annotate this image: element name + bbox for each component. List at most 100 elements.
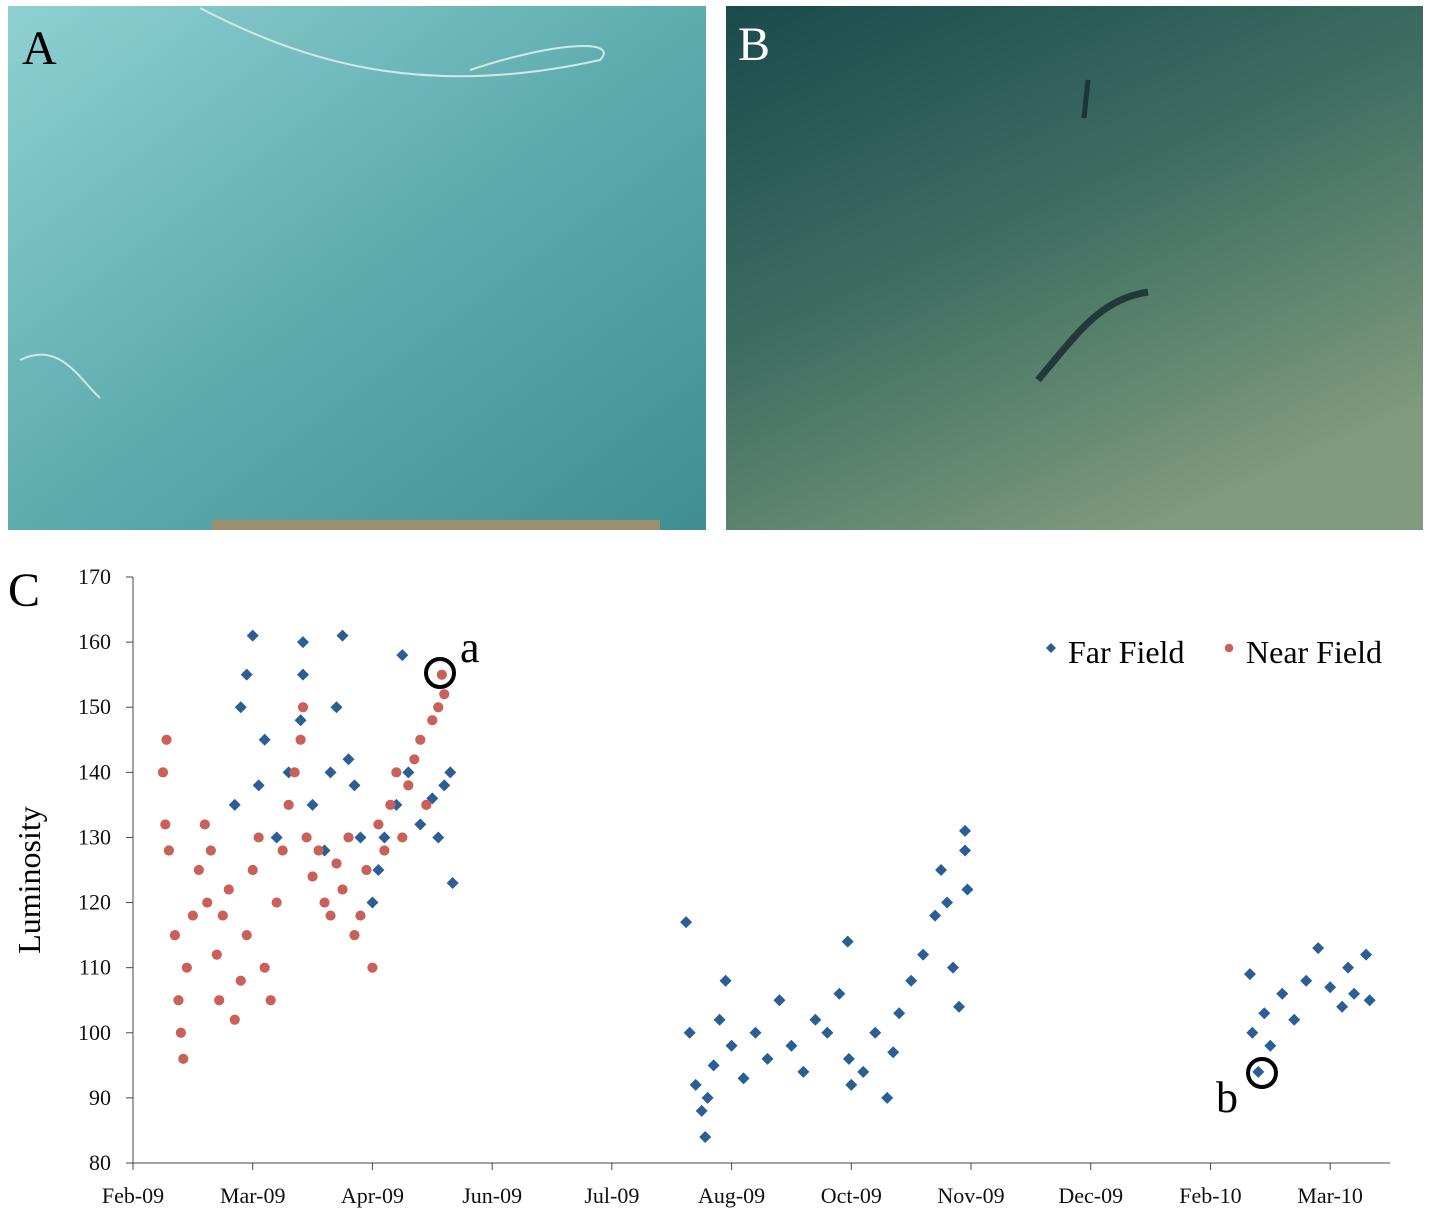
y-tick-label: 100 — [78, 1020, 111, 1045]
point — [366, 896, 379, 909]
point — [833, 987, 846, 1000]
legend-marker — [1046, 643, 1056, 653]
point — [403, 780, 414, 791]
y-tick-label: 90 — [89, 1085, 111, 1110]
point — [271, 897, 282, 908]
point — [842, 1052, 855, 1065]
point — [887, 1046, 900, 1059]
point — [325, 910, 336, 921]
point — [737, 1072, 750, 1085]
point — [397, 832, 408, 843]
x-tick-label: Feb-09 — [102, 1183, 164, 1208]
point — [749, 1026, 762, 1039]
point — [446, 877, 459, 890]
point — [433, 702, 444, 713]
point — [259, 962, 270, 973]
point — [313, 845, 324, 856]
point — [301, 832, 312, 843]
point — [841, 935, 854, 948]
point — [929, 909, 942, 922]
point — [414, 818, 427, 831]
point — [1363, 994, 1376, 1007]
point — [409, 754, 420, 765]
point — [402, 766, 415, 779]
photo-a-detail — [19, 353, 101, 399]
point — [959, 844, 972, 857]
point — [385, 799, 396, 810]
point — [396, 649, 409, 662]
point — [294, 714, 307, 727]
point — [361, 864, 372, 876]
point — [160, 819, 171, 830]
point — [247, 864, 258, 876]
point — [719, 974, 732, 987]
y-tick-label: 170 — [78, 564, 111, 589]
point — [258, 733, 271, 746]
point — [373, 819, 384, 830]
panel-label: A — [22, 22, 57, 75]
point — [917, 948, 930, 961]
point — [689, 1078, 702, 1091]
point — [169, 930, 180, 941]
point — [1342, 961, 1355, 974]
legend-marker — [1224, 643, 1234, 653]
point — [205, 845, 216, 856]
point — [821, 1026, 834, 1039]
point — [809, 1013, 822, 1026]
annotation-circle — [1246, 1057, 1278, 1089]
point — [1243, 968, 1256, 981]
point — [175, 1027, 186, 1038]
point — [211, 949, 222, 960]
point — [935, 864, 948, 876]
point — [289, 767, 300, 778]
point — [193, 864, 204, 876]
point — [1276, 987, 1289, 1000]
point — [893, 1007, 906, 1020]
point — [228, 798, 241, 811]
point — [265, 995, 276, 1006]
point — [241, 930, 252, 941]
point — [295, 734, 306, 745]
y-tick-label: 110 — [79, 955, 111, 980]
panel-label: C — [8, 564, 40, 617]
x-tick-label: Mar-09 — [220, 1183, 286, 1208]
point — [421, 799, 432, 810]
point — [330, 701, 343, 714]
point — [881, 1091, 894, 1104]
point — [1258, 1007, 1271, 1020]
point — [1288, 1013, 1301, 1026]
point — [223, 884, 234, 895]
point — [372, 864, 385, 876]
point — [947, 961, 960, 974]
point — [845, 1078, 858, 1091]
point — [1360, 948, 1373, 961]
point — [307, 871, 318, 882]
point — [1252, 1065, 1265, 1078]
x-tick-label: Mar-10 — [1297, 1183, 1363, 1208]
point — [379, 845, 390, 856]
x-tick-label: Apr-09 — [341, 1183, 404, 1208]
y-tick-label: 160 — [78, 629, 111, 654]
point — [354, 831, 367, 844]
point — [331, 858, 342, 869]
point — [695, 1104, 708, 1117]
legend-label: Near Field — [1246, 634, 1382, 670]
point — [432, 831, 445, 844]
x-tick-label: Jul-09 — [584, 1183, 639, 1208]
point — [941, 896, 954, 909]
point — [713, 1013, 726, 1026]
point — [337, 884, 348, 895]
point — [296, 636, 309, 649]
y-axis-label: Luminosity — [11, 806, 47, 954]
point — [229, 1014, 240, 1025]
legend-label: Far Field — [1068, 634, 1184, 670]
point — [1312, 942, 1325, 955]
point — [277, 845, 288, 856]
point — [439, 689, 450, 700]
point — [905, 974, 918, 987]
x-tick-label: Jun-09 — [462, 1183, 522, 1208]
point — [173, 995, 184, 1006]
x-tick-label: Feb-10 — [1179, 1183, 1241, 1208]
point — [324, 766, 337, 779]
